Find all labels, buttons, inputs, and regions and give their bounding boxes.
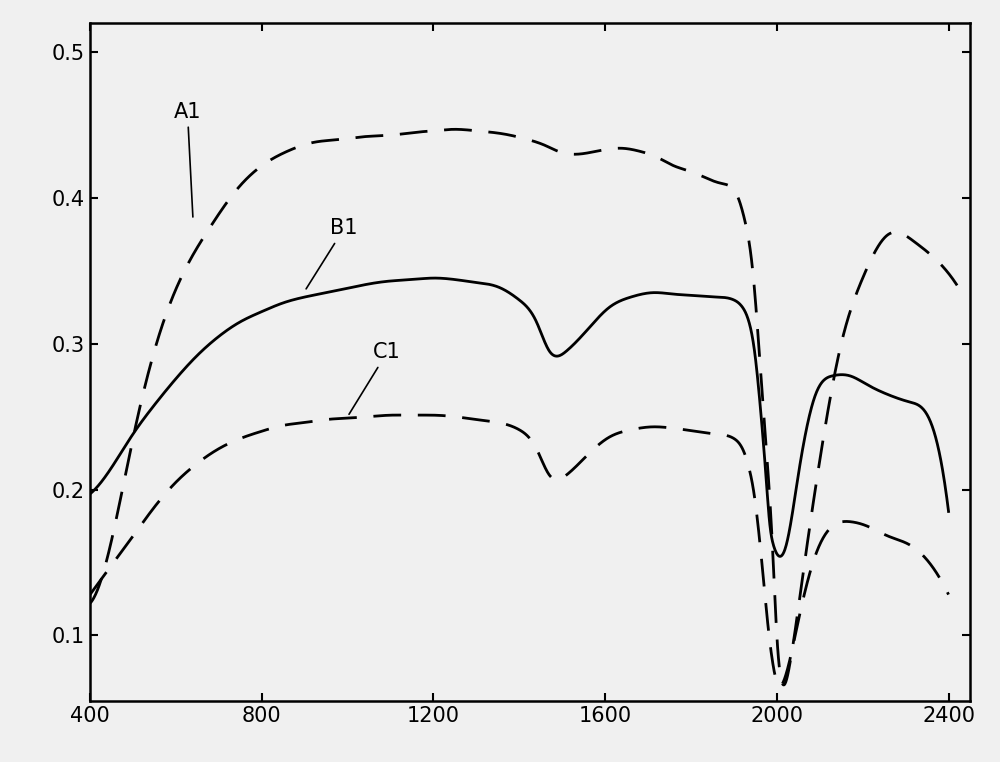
Text: A1: A1 (174, 101, 201, 217)
Text: C1: C1 (349, 342, 401, 415)
Text: B1: B1 (306, 219, 358, 289)
